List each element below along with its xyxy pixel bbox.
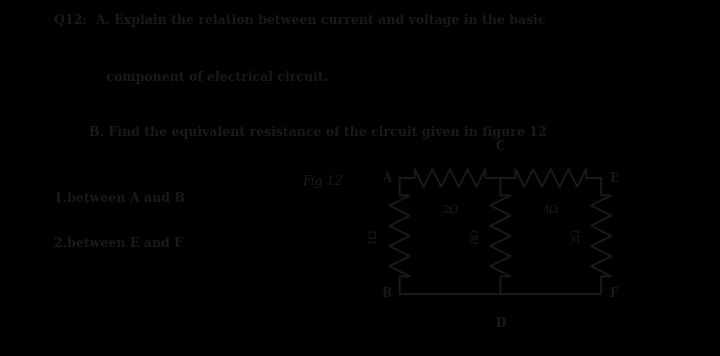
Text: A: A	[382, 172, 391, 184]
Text: B. Find the equivalent resistance of the circuit given in figure 12: B. Find the equivalent resistance of the…	[54, 126, 546, 140]
Text: 2.between E and F: 2.between E and F	[54, 237, 183, 250]
Text: E: E	[610, 172, 619, 184]
Text: F: F	[610, 287, 618, 300]
Text: 1.between A and B: 1.between A and B	[54, 192, 185, 205]
Text: 1Ω: 1Ω	[367, 228, 377, 244]
Bar	[0, 0, 49, 356]
Text: Fig 12: Fig 12	[302, 175, 343, 188]
Text: B: B	[381, 287, 391, 300]
Text: component of electrical circuit.: component of electrical circuit.	[54, 71, 328, 84]
Bar	[671, 0, 720, 356]
Text: D: D	[495, 317, 505, 330]
Text: 4Ω: 4Ω	[543, 205, 559, 215]
Text: C: C	[495, 140, 505, 153]
Text: 2Ω: 2Ω	[442, 205, 458, 215]
Text: 2Ω: 2Ω	[571, 228, 581, 244]
Text: 8Ω: 8Ω	[470, 228, 480, 244]
Text: Q12:  A. Explain the relation between current and voltage in the basic: Q12: A. Explain the relation between cur…	[54, 14, 546, 27]
